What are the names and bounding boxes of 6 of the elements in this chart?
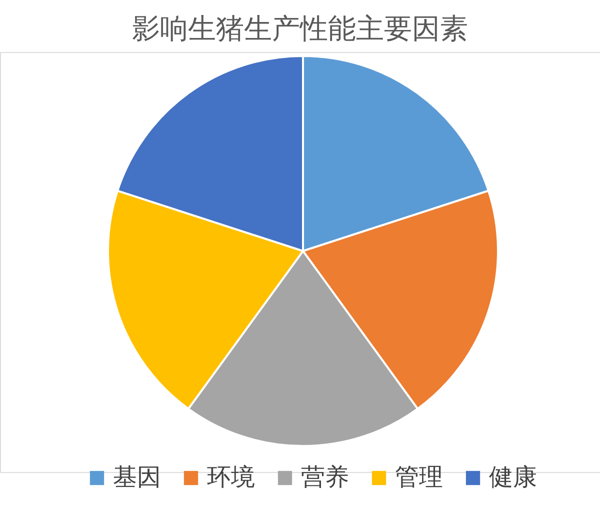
legend-label: 营养 <box>301 463 349 491</box>
legend-label: 健康 <box>489 463 537 491</box>
legend-label: 基因 <box>113 463 161 491</box>
legend-label: 管理 <box>395 463 443 491</box>
legend-label: 环境 <box>207 463 255 491</box>
chart-title: 影响生猪生产性能主要因素 <box>132 12 468 45</box>
